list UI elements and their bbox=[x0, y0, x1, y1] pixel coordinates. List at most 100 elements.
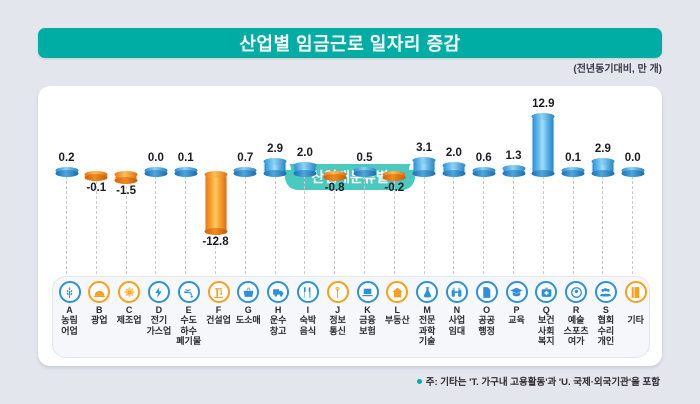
category-code: L bbox=[394, 305, 401, 315]
ball-icon bbox=[565, 281, 588, 303]
gridline bbox=[66, 176, 67, 284]
category-name-line: 전문 bbox=[418, 315, 436, 325]
category-code: Q bbox=[542, 305, 550, 315]
category-cell-R: R 예술 스포츠 여가 bbox=[560, 281, 593, 347]
category-cell-D: D 전기 가스업 bbox=[142, 281, 175, 336]
bar-column: -0.1 bbox=[80, 86, 113, 286]
bar-value-label: -1.5 bbox=[116, 184, 136, 197]
bar-value-label: 0.0 bbox=[147, 152, 164, 164]
bar-column: 2.0 bbox=[437, 86, 470, 286]
faucet-icon bbox=[177, 281, 200, 303]
category-name-line: 건설업 bbox=[206, 315, 231, 325]
bar-cap-top bbox=[263, 157, 287, 165]
bar-value-label: 3.1 bbox=[416, 142, 433, 155]
bar-cap-top bbox=[531, 112, 555, 120]
bar-cap-bottom bbox=[55, 170, 78, 177]
category-code: J bbox=[335, 305, 341, 315]
bar-value-label: 2.9 bbox=[594, 142, 611, 155]
bar-cap-bottom bbox=[204, 227, 227, 235]
bar-value-label: 12.9 bbox=[532, 97, 555, 110]
category-name-line: 개인 bbox=[597, 336, 615, 346]
bar-cap-top bbox=[442, 162, 466, 169]
category-cell-I: I 숙박 음식 bbox=[291, 281, 324, 336]
category-name-line: 정보 bbox=[329, 315, 346, 325]
category-name-line: 창고 bbox=[269, 325, 287, 336]
category-code: R bbox=[572, 305, 580, 315]
bar-value-label: 0.6 bbox=[475, 152, 492, 164]
gridline bbox=[572, 176, 574, 284]
category-name-line: 행정 bbox=[478, 325, 495, 336]
category-name-line: 어업 bbox=[61, 325, 78, 336]
bar-G bbox=[233, 167, 257, 177]
category-cell-B: B 광업 bbox=[83, 281, 116, 326]
bar-column: -1.5 bbox=[110, 86, 143, 286]
bar-column: -0.2 bbox=[378, 86, 411, 286]
bar-cap-bottom bbox=[114, 176, 138, 184]
bar-column: 2.0 bbox=[288, 86, 321, 286]
category-name-line: 폐기물 bbox=[176, 336, 202, 346]
bar-value-label: 2.0 bbox=[296, 147, 313, 159]
category-code: E bbox=[185, 305, 192, 315]
category-code: G bbox=[244, 305, 252, 315]
category-name-line: 부동산 bbox=[384, 315, 410, 325]
gridline bbox=[542, 176, 544, 284]
gridline bbox=[304, 176, 306, 284]
category-cell-M: M 전문 과학 기술 bbox=[411, 281, 444, 347]
bar-cap-top bbox=[114, 171, 138, 178]
crane-icon bbox=[207, 281, 230, 303]
bar-cap-bottom bbox=[502, 169, 525, 177]
wheat-icon bbox=[58, 281, 81, 303]
bar-cap-bottom bbox=[323, 174, 347, 181]
bar-value-label: -0.8 bbox=[324, 182, 345, 194]
bar-cap-top bbox=[502, 165, 525, 173]
bar-S bbox=[591, 157, 615, 177]
bar-column: 0.5 bbox=[348, 86, 381, 286]
category-name-line: 복지 bbox=[538, 336, 555, 346]
category-name-line: 예술 bbox=[567, 315, 585, 325]
page-title: 산업별 임금근로 일자리 증감 bbox=[239, 34, 461, 54]
bar-B bbox=[84, 171, 108, 181]
bar-column: 0.6 bbox=[467, 86, 500, 286]
category-name-line: 공공 bbox=[478, 315, 495, 325]
gridline bbox=[244, 176, 246, 284]
category-code-empty bbox=[619, 305, 652, 315]
book-icon bbox=[624, 281, 647, 303]
bar-column: 0.1 bbox=[169, 86, 202, 286]
bar-column: -0.8 bbox=[318, 86, 351, 286]
category-name-line: 기술 bbox=[418, 336, 436, 346]
bar-R bbox=[561, 167, 585, 177]
bar-cap-bottom bbox=[561, 170, 585, 177]
bar-cap-bottom bbox=[382, 174, 406, 181]
category-name-line: 가스업 bbox=[146, 325, 172, 336]
gridline bbox=[364, 176, 365, 284]
category-name-line: 하수 bbox=[180, 325, 197, 336]
category-cell-N: N 사업 임대 bbox=[440, 281, 473, 336]
bar-column: -12.8 bbox=[199, 86, 232, 286]
gridline bbox=[334, 176, 336, 284]
bar-H bbox=[263, 157, 287, 177]
basket-icon bbox=[237, 281, 260, 303]
gridline bbox=[602, 176, 604, 284]
binoculars-icon bbox=[445, 281, 468, 303]
bar-column: 2.9 bbox=[586, 86, 619, 286]
bar-N bbox=[442, 162, 466, 177]
bar-F bbox=[204, 171, 227, 235]
first-aid-icon bbox=[535, 281, 558, 303]
category-name-line: 수리 bbox=[597, 325, 615, 336]
people-icon bbox=[594, 281, 617, 303]
bar-etc bbox=[621, 167, 645, 177]
bar-value-label: 0.2 bbox=[58, 152, 75, 164]
bar-value-label: 0.1 bbox=[565, 152, 582, 164]
category-name-line: 농림 bbox=[61, 315, 78, 325]
bar-column: 0.0 bbox=[616, 86, 649, 286]
category-code: B bbox=[96, 305, 103, 315]
category-name-line: 도소매 bbox=[235, 315, 261, 325]
bar-O bbox=[472, 167, 496, 177]
bar-P bbox=[502, 165, 525, 177]
cutlery-icon bbox=[296, 281, 319, 303]
category-icon-strip: A 농림 어업 B 광업 C 제조업 D 전기 가스업 E 수도 하수 폐기물 F 건설업 G 도소매 H 운수 창고 I… bbox=[52, 276, 650, 358]
bar-C bbox=[114, 171, 138, 184]
category-name-line: 협회 bbox=[597, 315, 615, 325]
bar-value-label: 2.9 bbox=[267, 142, 284, 155]
bar-column: 1.3 bbox=[497, 86, 530, 286]
